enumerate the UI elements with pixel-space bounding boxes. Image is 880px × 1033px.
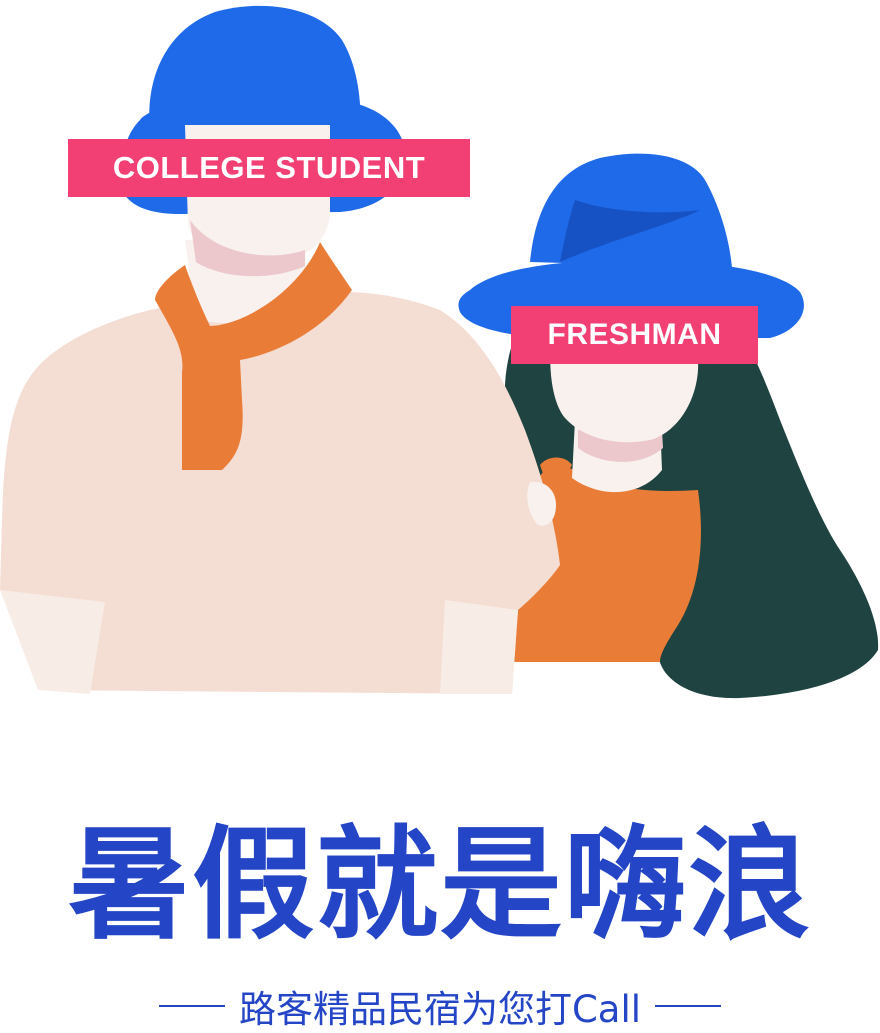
female-top (512, 466, 701, 662)
couple-illustration (0, 5, 879, 699)
subline-left-dash (158, 1005, 225, 1007)
college-student-figure (0, 5, 572, 694)
male-shirt (0, 291, 560, 694)
female-hat-fold (560, 200, 700, 262)
female-hair-front (690, 310, 720, 490)
male-scarf (155, 242, 352, 470)
male-chin-shadow (190, 220, 305, 277)
subline-right-dash (655, 1005, 722, 1007)
headline: 暑假就是嗨浪 (68, 814, 812, 956)
female-hand-skin (527, 481, 556, 526)
college-student-label: COLLEGE STUDENT (68, 139, 470, 197)
male-shirt-right-sleeve (440, 600, 518, 694)
subline: 路客精品民宿为您打Call (0, 984, 880, 1031)
female-hand (540, 457, 572, 488)
freshman-label: FRESHMAN (511, 306, 758, 364)
female-hat-crown (530, 153, 732, 268)
subline-text: 路客精品民宿为您打Call (238, 988, 642, 1031)
male-shirt-left-sleeve (0, 590, 105, 694)
